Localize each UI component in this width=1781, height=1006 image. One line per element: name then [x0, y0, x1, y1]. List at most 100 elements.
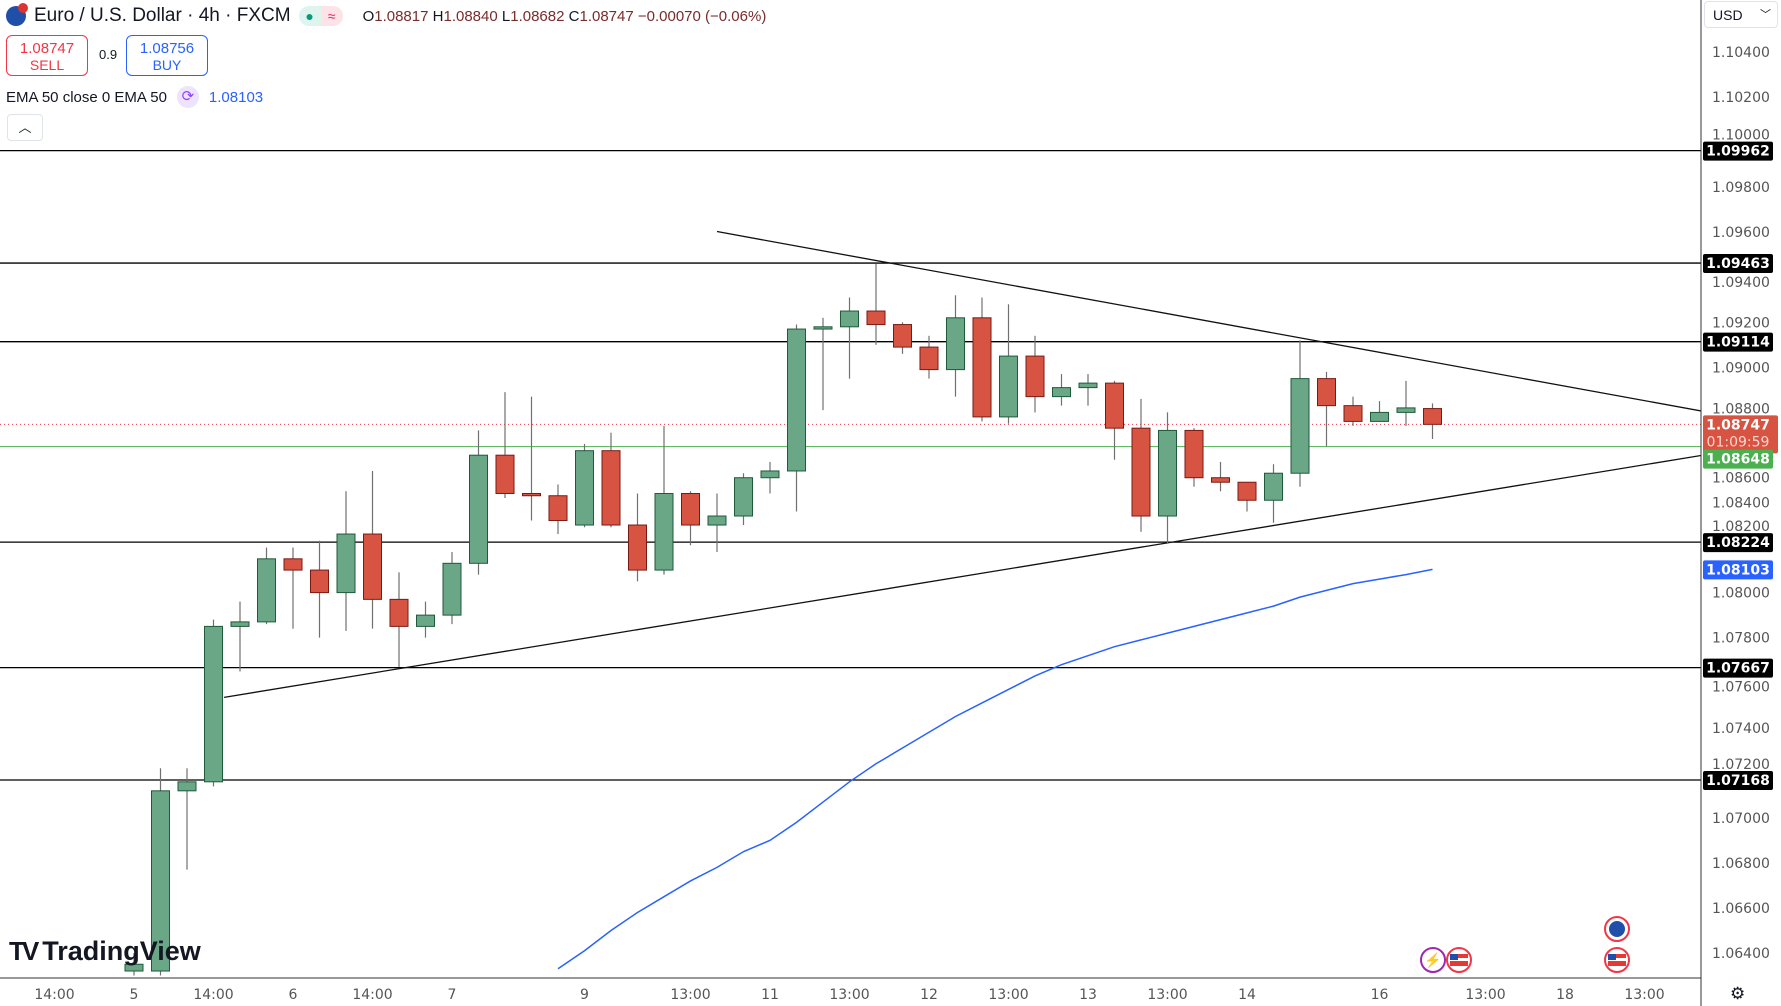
- chart-settings-icon[interactable]: ⚙: [1730, 984, 1746, 1003]
- ohlc-readout: O1.08817 H1.08840 L1.08682 C1.08747 −0.0…: [362, 7, 767, 25]
- candle-body: [442, 562, 462, 616]
- candle-body: [363, 533, 382, 600]
- candle-body: [707, 515, 727, 526]
- collapse-legend-button[interactable]: ︿: [7, 114, 43, 141]
- approx-icon: ≈: [320, 6, 343, 26]
- candle-body: [628, 524, 647, 571]
- time-tick-label: 9: [580, 987, 589, 1003]
- bearish-candle: [1184, 428, 1204, 487]
- buy-button[interactable]: 1.08756 BUY: [126, 35, 208, 76]
- time-tick-label: 7: [448, 987, 457, 1003]
- candle-body: [840, 310, 859, 328]
- price-tick-label: 1.08800: [1712, 401, 1770, 417]
- eu-flag-event-icon[interactable]: [1604, 916, 1630, 942]
- us-flag-white: [1450, 958, 1468, 961]
- plot-area: [0, 150, 1701, 976]
- sync-icon[interactable]: ⟳: [176, 86, 199, 108]
- buy-label: BUY: [152, 57, 182, 73]
- bearish-candle: [628, 493, 647, 582]
- bullish-candle: [840, 297, 859, 379]
- candle-body: [654, 492, 674, 571]
- bearish-candle: [548, 484, 568, 535]
- green-price-label: 1.08648: [1703, 449, 1773, 469]
- level-price-label: 1.08224: [1703, 533, 1773, 553]
- bullish-candle: [1052, 374, 1071, 406]
- green-price-label-text: 1.08648: [1706, 452, 1770, 468]
- bearish-candle: [389, 572, 409, 667]
- price-labels: 1.09962 1.09463 1.09114 1.08224 1.07667 1.071…: [1703, 141, 1778, 791]
- indicator-legend[interactable]: EMA 50 close 0 EMA 50 ⟳ 1.08103: [6, 86, 263, 108]
- bullish-candle: [257, 547, 276, 625]
- price-tick-label: 1.08000: [1712, 586, 1770, 602]
- level-price-label-bg: [1703, 771, 1773, 791]
- sell-button[interactable]: 1.08747 SELL: [6, 35, 88, 76]
- candle-body: [919, 346, 939, 371]
- price-tick-label: 1.08200: [1712, 519, 1770, 535]
- bullish-candle: [1158, 412, 1177, 544]
- lightning-event-icon[interactable]: ⚡: [1420, 947, 1446, 973]
- bullish-candle: [442, 552, 462, 625]
- us-flag-event-icon[interactable]: [1446, 947, 1472, 973]
- level-price-label-bg: [1703, 332, 1773, 352]
- trendline: [716, 230, 1701, 412]
- price-tick-label: 1.07800: [1712, 631, 1770, 647]
- bullish-candle: [734, 473, 753, 526]
- candle-body: [575, 450, 594, 526]
- candle-body: [1052, 387, 1071, 398]
- bullish-candle: [469, 430, 488, 575]
- candle-body: [469, 454, 488, 564]
- candle-body: [972, 317, 992, 418]
- time-tick-label: 13:00: [988, 987, 1028, 1003]
- us-flag-canton: [1608, 954, 1616, 960]
- bearish-candle: [310, 540, 329, 638]
- bullish-candle: [124, 953, 144, 976]
- bullish-candle: [707, 493, 727, 553]
- bearish-candle: [893, 322, 912, 354]
- level-price-label-bg: [1703, 658, 1773, 678]
- candle-body: [548, 495, 568, 522]
- market-open-dot-icon: ●: [298, 6, 321, 26]
- ema-price-label-text: 1.08103: [1706, 562, 1770, 578]
- candle-body: [124, 963, 144, 972]
- tradingview-logo[interactable]: TV TradingView: [9, 936, 201, 966]
- currency-dropdown[interactable]: USD ﹀: [1704, 1, 1778, 28]
- time-tick-label: 13:00: [1624, 987, 1664, 1003]
- candle-body: [893, 324, 912, 348]
- price-tick-label: 1.09200: [1712, 315, 1770, 331]
- bearish-candle: [1131, 398, 1151, 532]
- symbol-header: Euro / U.S. Dollar · 4h · FXCM ● ≈ O1.08…: [6, 3, 766, 29]
- bullish-candle: [1264, 464, 1283, 523]
- ema-price-label: 1.08103: [1703, 560, 1773, 580]
- time-tick-label: 18: [1556, 987, 1574, 1003]
- level-price-label-text: 1.07667: [1706, 661, 1770, 677]
- price-tick-label: 1.07000: [1712, 811, 1770, 827]
- time-tick-label: 12: [920, 987, 938, 1003]
- candle-body: [734, 477, 753, 517]
- symbol-title[interactable]: Euro / U.S. Dollar · 4h · FXCM: [34, 5, 291, 26]
- candle-body: [760, 470, 780, 479]
- time-tick-label: 14: [1238, 987, 1256, 1003]
- candle-body: [787, 328, 806, 472]
- buy-price: 1.08756: [139, 40, 195, 57]
- bearish-candle: [1237, 481, 1257, 512]
- us-flag-event-icon[interactable]: [1604, 947, 1630, 973]
- bullish-candle: [204, 619, 223, 787]
- sell-price: 1.08747: [19, 40, 75, 57]
- level-price-label-bg: [1703, 533, 1773, 553]
- status-pill[interactable]: ● ≈: [298, 6, 343, 26]
- lightning-glyph: ⚡: [1424, 952, 1441, 969]
- bearish-candle: [1105, 380, 1124, 460]
- level-price-label-bg: [1703, 254, 1773, 274]
- bullish-candle: [813, 317, 833, 411]
- candle-body: [681, 492, 700, 526]
- bearish-candle: [681, 491, 700, 546]
- candle-body: [1317, 378, 1336, 407]
- ema-50-line: [557, 568, 1433, 970]
- candle-body: [1184, 429, 1204, 479]
- candle-body: [310, 569, 329, 594]
- price-tick-labels: 1.10400 1.10200 1.10000 1.09800 1.09600 1.094…: [1712, 45, 1770, 962]
- eu-flag-fill: [1609, 921, 1625, 937]
- price-tick-label: 1.09400: [1712, 275, 1770, 291]
